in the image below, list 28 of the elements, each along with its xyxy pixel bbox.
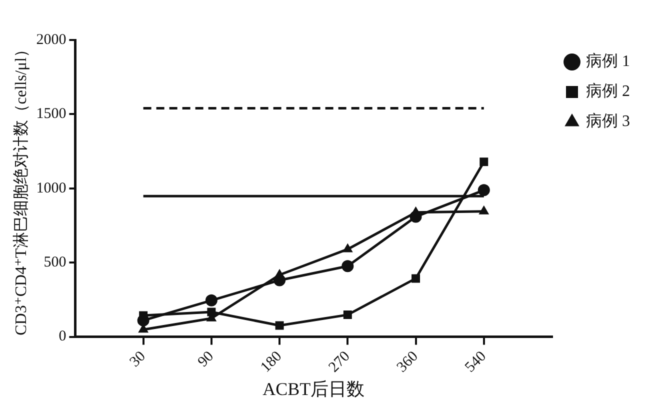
point	[207, 308, 216, 316]
point	[205, 294, 218, 306]
point	[343, 310, 352, 320]
point	[478, 205, 490, 214]
y-tick-label: 500	[44, 254, 66, 271]
point	[410, 210, 422, 223]
y-tick-label: 1500	[36, 106, 66, 122]
point	[478, 184, 490, 196]
y-tick-label: 2000	[36, 32, 66, 48]
point	[342, 243, 353, 252]
point	[412, 274, 420, 283]
point	[274, 274, 286, 286]
point	[275, 321, 284, 330]
legend-label: 病例 1	[586, 52, 630, 70]
x-tick-label: 270	[326, 348, 354, 376]
y-axis-title: CD3⁺CD4⁺T淋巴细胞绝对计数（cells/μl）	[12, 41, 30, 336]
x-tick-label: 30	[127, 348, 149, 370]
legend-label: 病例 2	[586, 82, 630, 100]
point	[480, 158, 488, 166]
y-tick-label: 1000	[36, 180, 66, 196]
x-tick-label: 180	[258, 348, 286, 376]
point	[342, 260, 354, 272]
x-tick-label: 90	[195, 348, 218, 370]
y-tick-label: 0	[58, 328, 66, 345]
legend-label: 病例 3	[586, 112, 630, 130]
x-tick-label: 360	[394, 348, 422, 376]
x-axis-title: ACBT后日数	[262, 378, 365, 399]
x-tick-label: 540	[462, 348, 490, 376]
